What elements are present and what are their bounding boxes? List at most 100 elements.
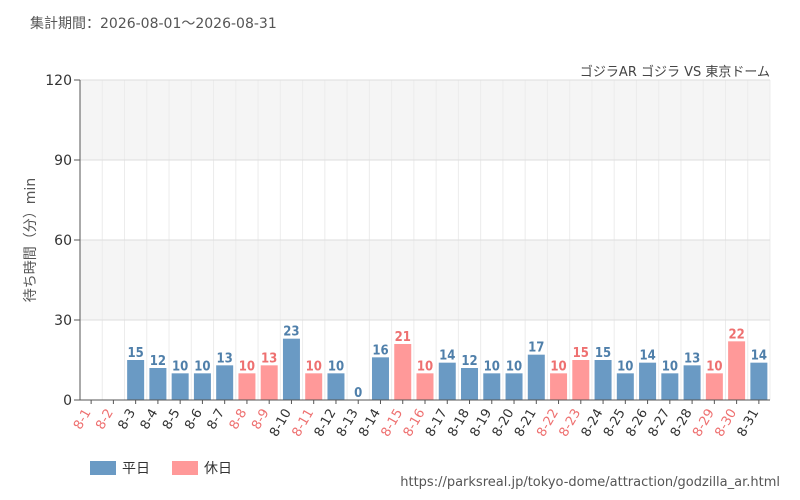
bar-value-label: 16 xyxy=(372,343,388,358)
bar xyxy=(438,362,456,400)
bar-value-label: 22 xyxy=(728,327,744,342)
bar-value-label: 14 xyxy=(439,349,455,364)
bar-value-label: 17 xyxy=(528,341,544,356)
bar xyxy=(305,373,323,400)
legend-label-weekday: 平日 xyxy=(122,461,150,477)
bar xyxy=(171,373,189,400)
x-tick-label: 8-3 xyxy=(116,407,140,433)
source-url[interactable]: https://parksreal.jp/tokyo-dome/attracti… xyxy=(400,475,780,490)
x-tick-label: 8-28 xyxy=(668,407,696,440)
x-tick-label: 8-24 xyxy=(579,407,607,440)
bar-value-label: 13 xyxy=(261,351,277,366)
bar xyxy=(483,373,501,400)
x-tick-label: 8-8 xyxy=(227,407,251,433)
plot-band xyxy=(80,80,770,160)
x-tick-label: 8-30 xyxy=(712,407,740,440)
bar-value-label: 10 xyxy=(550,359,566,374)
legend-swatch-holiday xyxy=(172,461,198,475)
bar-value-label: 13 xyxy=(217,351,233,366)
legend-label-holiday: 休日 xyxy=(204,461,232,477)
bar-value-label: 10 xyxy=(328,359,344,374)
bar-value-label: 21 xyxy=(395,330,411,345)
bar-value-label: 10 xyxy=(194,359,210,374)
x-tick-label: 8-6 xyxy=(182,407,206,433)
bar xyxy=(683,365,701,400)
x-tick-label: 8-16 xyxy=(401,407,429,440)
bar xyxy=(705,373,723,400)
bar-value-label: 10 xyxy=(662,359,678,374)
bar xyxy=(127,360,145,400)
bar-value-label: 23 xyxy=(283,325,299,340)
x-tick-label: 8-10 xyxy=(267,407,295,440)
x-tick-label: 8-14 xyxy=(356,407,384,440)
bar-value-label: 10 xyxy=(306,359,322,374)
bar xyxy=(550,373,568,400)
bar-value-label: 15 xyxy=(573,346,589,361)
x-tick-label: 8-20 xyxy=(490,407,518,440)
x-tick-label: 8-5 xyxy=(160,407,184,433)
bar-value-label: 10 xyxy=(484,359,500,374)
x-tick-label: 8-29 xyxy=(690,407,718,440)
bar-value-label: 10 xyxy=(617,359,633,374)
x-tick-label: 8-23 xyxy=(557,407,585,440)
x-tick-label: 8-2 xyxy=(93,407,117,433)
bar xyxy=(327,373,345,400)
x-tick-label: 8-22 xyxy=(534,407,562,440)
legend-item-holiday: 休日 xyxy=(172,458,232,478)
bar xyxy=(394,344,412,400)
x-tick-label: 8-27 xyxy=(646,407,674,440)
bar-value-label: 12 xyxy=(150,354,166,369)
bar xyxy=(661,373,679,400)
x-tick-label: 8-4 xyxy=(138,407,162,433)
x-tick-label: 8-11 xyxy=(289,407,317,440)
legend-swatch-weekday xyxy=(90,461,116,475)
y-tick-label: 120 xyxy=(45,73,72,89)
x-tick-label: 8-7 xyxy=(205,407,229,433)
bar-value-label: 10 xyxy=(239,359,255,374)
y-tick-label: 0 xyxy=(63,393,72,409)
legend: 平日 休日 xyxy=(90,458,254,478)
x-tick-label: 8-26 xyxy=(623,407,651,440)
x-tick-label: 8-15 xyxy=(378,407,406,440)
bar xyxy=(616,373,634,400)
bar-value-label: 14 xyxy=(751,349,767,364)
bar xyxy=(371,357,389,400)
bar-value-label: 10 xyxy=(706,359,722,374)
x-tick-label: 8-13 xyxy=(334,407,362,440)
bar-value-label: 0 xyxy=(354,386,362,401)
bar xyxy=(149,368,167,400)
bar-value-label: 10 xyxy=(172,359,188,374)
bar xyxy=(193,373,211,400)
bar xyxy=(461,368,479,400)
x-tick-label: 8-19 xyxy=(467,406,495,439)
bar xyxy=(238,373,256,400)
x-tick-label: 8-25 xyxy=(601,407,629,440)
bar-value-label: 10 xyxy=(506,359,522,374)
bar xyxy=(527,354,545,400)
bar xyxy=(572,360,590,400)
bar xyxy=(416,373,434,400)
plot-band xyxy=(80,240,770,320)
period-label: 集計期間：2026-08-01～2026-08-31 xyxy=(30,16,277,32)
bar xyxy=(728,341,746,400)
bar xyxy=(505,373,523,400)
x-tick-label: 8-31 xyxy=(735,407,763,440)
bar xyxy=(594,360,612,400)
bar-value-label: 15 xyxy=(128,346,144,361)
bar-value-label: 10 xyxy=(417,359,433,374)
bar-value-label: 13 xyxy=(684,351,700,366)
bar xyxy=(750,362,768,400)
y-tick-label: 30 xyxy=(54,313,72,329)
chart-title: ゴジラAR ゴジラ VS 東京ドーム xyxy=(579,65,770,80)
bar-value-label: 12 xyxy=(461,354,477,369)
y-tick-label: 90 xyxy=(54,153,72,169)
x-tick-label: 8-12 xyxy=(312,407,340,440)
bar-value-label: 14 xyxy=(639,349,655,364)
y-tick-label: 60 xyxy=(54,233,72,249)
x-tick-label: 8-17 xyxy=(423,407,451,440)
bar xyxy=(260,365,278,400)
legend-item-weekday: 平日 xyxy=(90,458,150,478)
bar xyxy=(639,362,657,400)
bar xyxy=(282,338,300,400)
